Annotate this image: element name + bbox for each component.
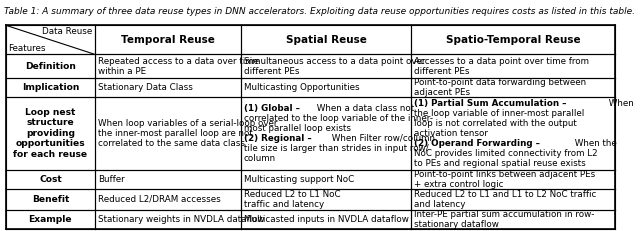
Text: Loop nest
structure
providing
opportunities
for each reuse: Loop nest structure providing opportunit… — [13, 108, 88, 159]
Text: Multicasted inputs in NVDLA dataflow: Multicasted inputs in NVDLA dataflow — [244, 215, 409, 224]
Text: Accesses to a data point over time from: Accesses to a data point over time from — [415, 57, 589, 66]
Text: the loop variable of inner-most parallel: the loop variable of inner-most parallel — [415, 109, 585, 118]
Text: NoC provides limited connectivity from L2: NoC provides limited connectivity from L… — [415, 149, 598, 158]
Text: Reduced L2 to L1 and L1 to L2 NoC traffic: Reduced L2 to L1 and L1 to L2 NoC traffi… — [415, 190, 597, 199]
Text: Table 1: A summary of three data reuse types in DNN accelerators. Exploiting dat: Table 1: A summary of three data reuse t… — [4, 7, 636, 16]
Text: When a data class not: When a data class not — [314, 104, 414, 113]
Text: most parallel loop exists: most parallel loop exists — [244, 124, 351, 133]
Text: and latency: and latency — [415, 200, 466, 209]
Text: Cost: Cost — [39, 175, 62, 184]
Text: Data Reuse: Data Reuse — [42, 27, 93, 36]
Text: Features: Features — [8, 44, 45, 53]
Text: Point-to-point links between adjacent PEs: Point-to-point links between adjacent PE… — [415, 170, 596, 179]
Text: When Filter row/column: When Filter row/column — [329, 134, 435, 143]
Text: Inter-PE partial sum accumulation in row-: Inter-PE partial sum accumulation in row… — [415, 210, 595, 219]
Text: Multicasting Opportunities: Multicasting Opportunities — [244, 83, 360, 92]
Text: (1) Global –: (1) Global – — [244, 104, 300, 113]
Text: Definition: Definition — [25, 62, 76, 71]
Text: tile size is larger than strides in input row/: tile size is larger than strides in inpu… — [244, 144, 429, 153]
Text: (1) Partial Sum Accumulation –: (1) Partial Sum Accumulation – — [415, 99, 567, 108]
Text: loop is not correlated with the output: loop is not correlated with the output — [415, 119, 577, 128]
Text: Point-to-point data forwarding between: Point-to-point data forwarding between — [415, 78, 587, 87]
Text: (2) Operand Forwarding –: (2) Operand Forwarding – — [415, 139, 541, 148]
Text: When the: When the — [572, 139, 617, 148]
Text: Benefit: Benefit — [32, 195, 69, 204]
Text: Simultaneous access to a data point over: Simultaneous access to a data point over — [244, 57, 426, 66]
Text: Repeated access to a data over time: Repeated access to a data over time — [98, 57, 259, 66]
Text: Spatial Reuse: Spatial Reuse — [285, 35, 367, 45]
Text: Spatio-Temporal Reuse: Spatio-Temporal Reuse — [446, 35, 580, 45]
Text: correlated to the same data class: correlated to the same data class — [98, 139, 244, 148]
Text: adjacent PEs: adjacent PEs — [415, 88, 470, 97]
Text: Temporal Reuse: Temporal Reuse — [121, 35, 214, 45]
Text: activation tensor: activation tensor — [415, 129, 488, 138]
Text: different PEs: different PEs — [415, 67, 470, 76]
Text: When: When — [605, 99, 634, 108]
Text: the inner-most parallel loop are not: the inner-most parallel loop are not — [98, 129, 252, 138]
Text: within a PE: within a PE — [98, 67, 146, 76]
Text: + extra control logic: + extra control logic — [415, 180, 504, 189]
Text: different PEs: different PEs — [244, 67, 300, 76]
Text: correlated to the loop variable of the inner-: correlated to the loop variable of the i… — [244, 114, 433, 123]
Text: Reduced L2 to L1 NoC: Reduced L2 to L1 NoC — [244, 190, 340, 199]
Text: Implication: Implication — [22, 83, 79, 92]
Text: traffic and latency: traffic and latency — [244, 200, 324, 209]
Text: to PEs and regional spatial reuse exists: to PEs and regional spatial reuse exists — [415, 159, 586, 168]
Text: column: column — [244, 154, 276, 163]
Text: Reduced L2/DRAM accesses: Reduced L2/DRAM accesses — [98, 195, 220, 204]
Text: Multicasting support NoC: Multicasting support NoC — [244, 175, 354, 184]
Text: When loop variables of a serial-loop over: When loop variables of a serial-loop ove… — [98, 119, 277, 128]
Text: Buffer: Buffer — [98, 175, 124, 184]
Text: Stationary Data Class: Stationary Data Class — [98, 83, 193, 92]
Text: stationary dataflow: stationary dataflow — [415, 220, 499, 229]
Text: Stationary weights in NVDLA dataflow: Stationary weights in NVDLA dataflow — [98, 215, 264, 224]
Text: Example: Example — [29, 215, 72, 224]
Text: (2) Regional –: (2) Regional – — [244, 134, 312, 143]
